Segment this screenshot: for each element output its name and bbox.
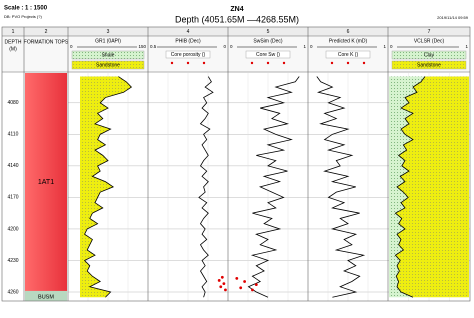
track-header: FORMATION TOPS <box>24 39 69 45</box>
track-unit: (M) <box>9 46 17 52</box>
core-point <box>217 279 221 282</box>
legend-label: Shale <box>102 53 115 59</box>
legend-label: Core porosity () <box>171 52 206 58</box>
legend-label: Core Sw () <box>256 52 280 58</box>
scale-max: 1 <box>465 44 468 49</box>
track-number: 7 <box>428 29 431 35</box>
core-point <box>222 282 226 286</box>
track-header: Predicted K (mD) <box>329 38 368 44</box>
log-curve <box>83 76 133 298</box>
track-header: PHIB (Dec) <box>175 38 201 44</box>
legend-box <box>71 60 145 70</box>
legend-point <box>362 61 366 65</box>
scale-min: 0 <box>310 44 313 49</box>
formation-top <box>25 73 67 291</box>
scale-max: 150 <box>138 44 146 49</box>
track-header: VCLSR (Dec) <box>414 38 445 44</box>
scale-label: Scale : 1 : 1500 <box>4 6 48 12</box>
core-point <box>251 288 254 292</box>
core-point <box>219 285 223 289</box>
track-number: 1 <box>12 29 15 35</box>
core-point <box>235 276 239 280</box>
table-frame <box>1 26 471 302</box>
track-header: SwSim (Dec) <box>253 38 283 44</box>
legend-point <box>250 61 254 65</box>
legend-point <box>170 61 174 65</box>
well-title: ZN4 <box>230 6 243 13</box>
legend-label: Clay <box>424 53 435 59</box>
sand-fill <box>395 76 469 298</box>
scale-min: 0.5 <box>150 44 157 49</box>
track-header: GR1 (0API) <box>95 38 121 44</box>
scale-min: 0 <box>390 44 393 49</box>
legend-box <box>325 50 371 59</box>
depth-range: Depth (4051.65M —4268.55M) <box>175 14 299 24</box>
legend-box <box>165 50 211 59</box>
track-number-row <box>2 27 470 36</box>
track-header: DEPTH <box>5 39 22 45</box>
legend-point <box>202 61 206 65</box>
depth-tick-label: 4110 <box>8 132 19 138</box>
legend-box <box>71 50 145 60</box>
depth-tick-label: 4230 <box>7 258 18 264</box>
scale-max: 1 <box>383 44 386 49</box>
core-point <box>254 283 258 287</box>
track-number: 2 <box>45 29 48 35</box>
sand-fill <box>80 76 132 298</box>
core-point <box>224 288 227 292</box>
depth-tick-label: 4080 <box>7 100 18 106</box>
core-point <box>239 286 243 290</box>
track-number: 6 <box>347 29 350 35</box>
track-number: 4 <box>187 29 190 35</box>
log-curve <box>394 76 426 298</box>
depth-tick-label: 4140 <box>7 163 18 169</box>
legend-point <box>282 61 286 65</box>
db-label: DB: PVO Projects (?) <box>4 14 42 19</box>
log-tracks: 40804110414041704200423042601DEPTH(M)2FO… <box>1 26 471 302</box>
legend-point <box>266 61 270 65</box>
depth-tick-label: 4170 <box>7 195 18 201</box>
legend-box <box>391 50 467 60</box>
legend-point <box>186 61 190 65</box>
legend-point <box>346 61 350 65</box>
scale-max: 0 <box>223 44 226 49</box>
scale-max: 1 <box>303 44 306 49</box>
depth-tick-label: 4260 <box>7 289 18 295</box>
scale-min: 0 <box>230 44 233 49</box>
scale-min: 0 <box>70 44 73 49</box>
depth-tick-label: 4200 <box>7 226 18 232</box>
log-curve <box>316 76 366 298</box>
legend-label: Core K () <box>338 52 359 58</box>
date-label: 2019/11/14 09:59 <box>437 15 469 20</box>
track-number: 3 <box>107 29 110 35</box>
legend-box <box>245 50 291 59</box>
legend-label: Sandstone <box>96 63 120 69</box>
formation-label: BUSM <box>38 294 54 300</box>
formation-top <box>25 290 67 301</box>
core-point <box>243 280 247 283</box>
legend-label: Sandstone <box>417 63 441 69</box>
core-point <box>220 275 224 279</box>
track-number: 5 <box>267 29 270 35</box>
legend-box <box>391 60 467 70</box>
formation-label: 1AT1 <box>38 179 54 186</box>
legend-point <box>330 61 334 65</box>
log-curve <box>198 76 214 298</box>
clay-fill <box>389 76 425 298</box>
log-curve <box>247 76 300 298</box>
